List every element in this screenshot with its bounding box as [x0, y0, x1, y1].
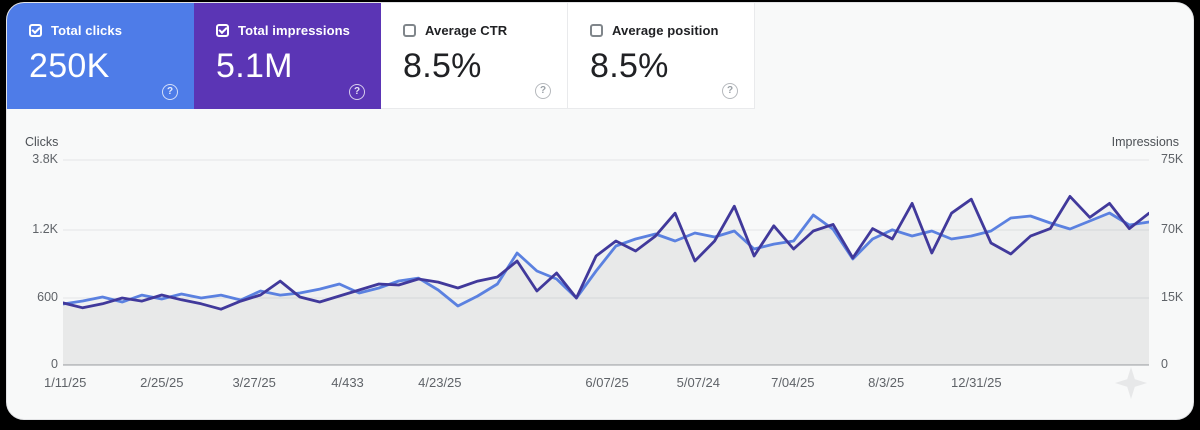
- y-tick-label: 1.2K: [32, 222, 58, 236]
- x-tick-label: 8/3/25: [868, 375, 905, 390]
- metric-cards-row: Total clicks 250K Total impressions 5.1M…: [7, 3, 755, 109]
- left-axis-title: Clicks: [25, 135, 59, 149]
- metric-card-total-impressions[interactable]: Total impressions 5.1M: [194, 3, 381, 109]
- metric-card-total-clicks[interactable]: Total clicks 250K: [7, 3, 194, 109]
- card-label-row: Total clicks: [29, 23, 194, 38]
- help-icon[interactable]: [535, 83, 551, 99]
- metric-value: 8.5%: [403, 47, 482, 85]
- x-tick-label: 4/23/25: [418, 375, 462, 390]
- x-tick-label: 12/31/25: [951, 375, 1002, 390]
- checkbox-unchecked-icon[interactable]: [403, 24, 416, 37]
- card-label-row: Average CTR: [403, 23, 567, 38]
- y-tick-label: 0: [51, 357, 58, 371]
- checkbox-unchecked-icon[interactable]: [590, 24, 603, 37]
- metric-card-average-ctr[interactable]: Average CTR 8.5%: [381, 3, 568, 109]
- help-icon[interactable]: [349, 84, 365, 100]
- dashboard-panel: Total clicks 250K Total impressions 5.1M…: [6, 2, 1194, 420]
- card-label-row: Total impressions: [216, 23, 381, 38]
- checkbox-checked-icon[interactable]: [29, 24, 42, 37]
- y-tick-label: 70K: [1161, 222, 1184, 236]
- impressions-line: [63, 195, 1149, 311]
- metric-label: Average CTR: [425, 23, 508, 38]
- metric-value: 5.1M: [216, 47, 293, 85]
- x-tick-label: 5/07/24: [676, 375, 720, 390]
- y-tick-label: 3.8K: [32, 152, 58, 166]
- watermark-sparkle-icon: [1115, 367, 1147, 399]
- metric-value: 250K: [29, 47, 110, 85]
- checkbox-checked-icon[interactable]: [216, 24, 229, 37]
- metric-label: Total clicks: [51, 23, 123, 38]
- help-icon[interactable]: [162, 84, 178, 100]
- y-tick-label: 0: [1161, 357, 1168, 371]
- x-axis-tick-labels: 1/11/25 2/25/25 3/27/25 4/433 4/23/25 6/07/25…: [7, 375, 1193, 395]
- y-tick-label: 15K: [1161, 290, 1184, 304]
- y-tick-label: 600: [37, 290, 58, 304]
- x-tick-label: 4/433: [331, 375, 364, 390]
- x-tick-label: 6/07/25: [585, 375, 629, 390]
- performance-line-chart[interactable]: [63, 153, 1149, 373]
- y-tick-label: 75K: [1161, 152, 1184, 166]
- metric-card-average-position[interactable]: Average position 8.5%: [568, 3, 755, 109]
- card-label-row: Average position: [590, 23, 754, 38]
- help-icon[interactable]: [722, 83, 738, 99]
- clicks-line: [63, 211, 1149, 308]
- metric-label: Average position: [612, 23, 719, 38]
- x-tick-label: 7/04/25: [771, 375, 815, 390]
- series-area-fill: [63, 213, 1149, 365]
- x-tick-label: 3/27/25: [232, 375, 276, 390]
- x-tick-label: 2/25/25: [140, 375, 184, 390]
- x-tick-label: 1/11/25: [43, 375, 87, 390]
- metric-label: Total impressions: [238, 23, 350, 38]
- series-area-fill: [63, 196, 1149, 365]
- right-axis-title: Impressions: [1111, 135, 1179, 149]
- metric-value: 8.5%: [590, 47, 669, 85]
